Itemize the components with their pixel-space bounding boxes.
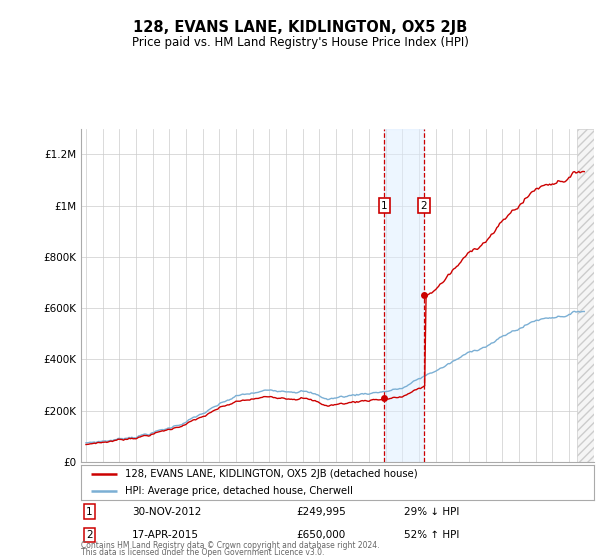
Point (419, 291, 429, 300)
Text: Contains HM Land Registry data © Crown copyright and database right 2024.: Contains HM Land Registry data © Crown c… (81, 541, 380, 550)
Text: 2: 2 (86, 530, 93, 540)
Text: 17-APR-2015: 17-APR-2015 (133, 530, 199, 540)
Bar (385, 129, 424, 462)
Text: This data is licensed under the Open Government Licence v3.0.: This data is licensed under the Open Gov… (81, 548, 325, 557)
Bar (577, 129, 594, 462)
Text: HPI: Average price, detached house, Cherwell: HPI: Average price, detached house, Cher… (125, 486, 352, 496)
Text: 1: 1 (86, 507, 93, 516)
Text: 29% ↓ HPI: 29% ↓ HPI (404, 507, 460, 516)
Text: 1: 1 (381, 200, 388, 211)
Text: 52% ↑ HPI: 52% ↑ HPI (404, 530, 460, 540)
Text: Price paid vs. HM Land Registry's House Price Index (HPI): Price paid vs. HM Land Registry's House … (131, 36, 469, 49)
Text: 2: 2 (421, 200, 427, 211)
Text: 128, EVANS LANE, KIDLINGTON, OX5 2JB: 128, EVANS LANE, KIDLINGTON, OX5 2JB (133, 20, 467, 35)
Text: 30-NOV-2012: 30-NOV-2012 (133, 507, 202, 516)
Text: £650,000: £650,000 (296, 530, 346, 540)
Text: £249,995: £249,995 (296, 507, 346, 516)
Text: 128, EVANS LANE, KIDLINGTON, OX5 2JB (detached house): 128, EVANS LANE, KIDLINGTON, OX5 2JB (de… (125, 469, 417, 479)
Point (380, 394, 389, 403)
